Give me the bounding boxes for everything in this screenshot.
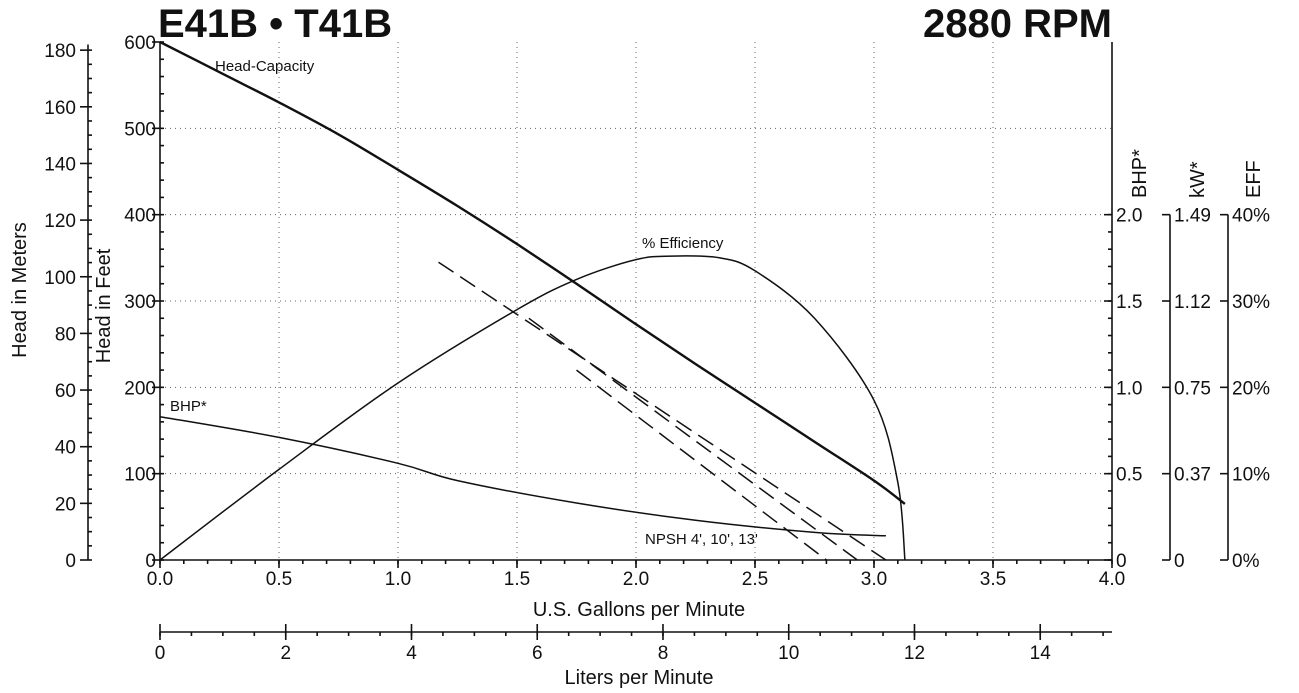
y-meters-tick-label: 60	[55, 381, 76, 402]
kw-tick-label: 1.12	[1174, 292, 1211, 313]
eff-tick-label: 30%	[1232, 292, 1270, 313]
bhp-tick-label: 2.0	[1116, 206, 1142, 227]
x2-tick-label: 4	[406, 643, 417, 664]
y-meters-tick-label: 0	[65, 551, 76, 572]
y-meters-tick-label: 180	[44, 41, 76, 62]
model-title: E41B • T41B	[158, 2, 392, 46]
x-tick-label: 2.5	[742, 569, 768, 590]
series-npsh-10	[528, 317, 858, 561]
x2-tick-label: 6	[532, 643, 543, 664]
series-npsh-4	[438, 261, 887, 561]
rpm-title: 2880 RPM	[923, 2, 1112, 46]
y-feet-tick-label: 300	[124, 292, 156, 313]
x2-tick-label: 8	[658, 643, 669, 664]
y-feet-tick-label: 400	[124, 206, 156, 227]
x2-tick-label: 14	[1030, 643, 1052, 664]
x-tick-label: 0.0	[147, 569, 173, 590]
y-feet-tick-label: 100	[124, 465, 156, 486]
x2-axis-title: Liters per Minute	[565, 667, 714, 689]
series	[159, 40, 906, 561]
bhp-tick-label: 1.5	[1116, 292, 1142, 313]
series-npsh-13	[576, 369, 827, 561]
bhp-tick-label: 1.0	[1116, 378, 1142, 399]
x-axis-title: U.S. Gallons per Minute	[533, 599, 745, 621]
eff-axis-title: EFF	[1243, 160, 1265, 198]
x-tick-label: 4.0	[1099, 569, 1125, 590]
y-meters-tick-label: 120	[44, 211, 76, 232]
x-tick-label: 2.0	[623, 569, 649, 590]
eff-tick-label: 0%	[1232, 551, 1260, 572]
npsh-label: NPSH 4', 10', 13'	[645, 531, 758, 548]
x-tick-label: 3.5	[980, 569, 1006, 590]
eff-tick-label: 20%	[1232, 378, 1270, 399]
eff-tick-label: 40%	[1232, 206, 1270, 227]
y-meters-tick-label: 100	[44, 268, 76, 289]
kw-axis-title: kW*	[1187, 161, 1209, 198]
x2-tick-label: 0	[155, 643, 166, 664]
y-meters-tick-label: 80	[55, 324, 76, 345]
y-feet-axis-title: Head in Feet	[93, 248, 115, 363]
y-meters-tick-label: 40	[55, 438, 76, 459]
kw-tick-label: 0.37	[1174, 465, 1211, 486]
head-capacity-label: Head-Capacity	[215, 58, 315, 75]
axes: 0.0 0.5 1.0 1.5 2.0 2.5 3.0 3.5 4.00 2 4 6 8 10 12 1401…	[44, 33, 1270, 664]
bhp-tick-label: 0.5	[1116, 465, 1142, 486]
y-meters-tick-label: 20	[55, 494, 76, 515]
eff-tick-label: 10%	[1232, 465, 1270, 486]
bhp-tick-label: 0	[1116, 551, 1127, 572]
x2-tick-label: 10	[778, 643, 799, 664]
y-feet-tick-label: 200	[124, 378, 156, 399]
y-feet-tick-label: 500	[124, 119, 156, 140]
y-meters-tick-label: 160	[44, 98, 76, 119]
x-tick-label: 0.5	[266, 569, 292, 590]
grid	[160, 42, 1112, 560]
y-meters-tick-label: 140	[44, 154, 76, 175]
bhp-curve-label: BHP*	[170, 398, 207, 415]
efficiency-label: % Efficiency	[642, 235, 724, 252]
y-meters-axis-title: Head in Meters	[9, 222, 31, 358]
x2-tick-label: 12	[904, 643, 925, 664]
kw-tick-label: 1.49	[1174, 206, 1211, 227]
kw-tick-label: 0.75	[1174, 378, 1211, 399]
x-tick-label: 1.5	[504, 569, 530, 590]
kw-tick-label: 0	[1174, 551, 1185, 572]
x-tick-label: 3.0	[861, 569, 887, 590]
series-head-capacity	[159, 40, 906, 505]
y-feet-tick-label: 600	[124, 33, 156, 54]
x-tick-label: 1.0	[385, 569, 411, 590]
x2-tick-label: 2	[280, 643, 291, 664]
series-efficiency	[159, 255, 906, 561]
bhp-axis-title: BHP*	[1129, 149, 1151, 198]
y-feet-tick-label: 0	[145, 551, 156, 572]
